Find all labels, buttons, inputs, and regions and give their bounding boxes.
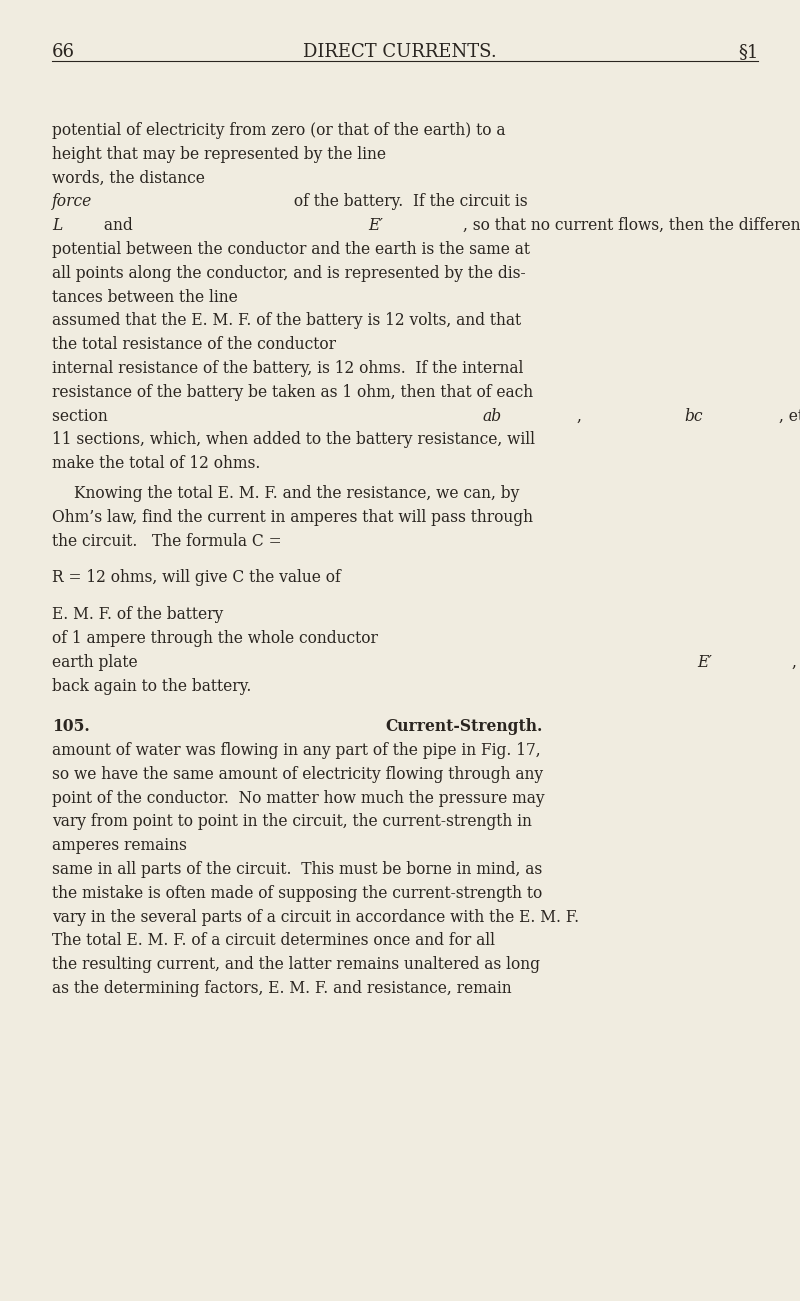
Text: words, the distance: words, the distance	[52, 169, 210, 186]
Text: potential between the conductor and the earth is the same at: potential between the conductor and the …	[52, 241, 530, 258]
Text: amperes remains: amperes remains	[52, 837, 192, 855]
Text: the resulting current, and the latter remains unaltered as long: the resulting current, and the latter re…	[52, 956, 540, 973]
Text: point of the conductor.  No matter how much the pressure may: point of the conductor. No matter how mu…	[52, 790, 545, 807]
Text: E′: E′	[368, 217, 383, 234]
Text: so we have the same amount of electricity flowing through any: so we have the same amount of electricit…	[52, 766, 543, 783]
Text: amount of water was flowing in any part of the pipe in Fig. 17,: amount of water was flowing in any part …	[52, 742, 541, 758]
Text: the mistake is often made of supposing the current-strength to: the mistake is often made of supposing t…	[52, 885, 542, 902]
Text: of 1 ampere through the whole conductor: of 1 ampere through the whole conductor	[52, 630, 382, 647]
Text: of the battery.  If the circuit is: of the battery. If the circuit is	[289, 194, 532, 211]
Text: Ohm’s law, find the current in amperes that will pass through: Ohm’s law, find the current in amperes t…	[52, 509, 533, 526]
Text: bc: bc	[684, 407, 702, 424]
Text: Knowing the total E. M. F. and the resistance, we can, by: Knowing the total E. M. F. and the resis…	[74, 485, 519, 502]
Text: vary from point to point in the circuit, the current-strength in: vary from point to point in the circuit,…	[52, 813, 532, 830]
Text: back again to the battery.: back again to the battery.	[52, 678, 251, 695]
Text: internal resistance of the battery, is 12 ohms.  If the internal: internal resistance of the battery, is 1…	[52, 360, 523, 377]
Text: potential of electricity from zero (or that of the earth) to a: potential of electricity from zero (or t…	[52, 122, 506, 139]
Text: make the total of 12 ohms.: make the total of 12 ohms.	[52, 455, 260, 472]
Text: , etc. of the conductor will be 1 ohm, there being: , etc. of the conductor will be 1 ohm, t…	[779, 407, 800, 424]
Text: , so that no current flows, then the difference of: , so that no current flows, then the dif…	[462, 217, 800, 234]
Text: , and, by means of the earth and the other plate,: , and, by means of the earth and the oth…	[792, 654, 800, 671]
Text: ab: ab	[482, 407, 502, 424]
Text: resistance of the battery be taken as 1 ohm, then that of each: resistance of the battery be taken as 1 …	[52, 384, 533, 401]
Text: Current-Strength.: Current-Strength.	[386, 718, 542, 735]
Text: §1: §1	[738, 43, 758, 61]
Text: E. M. F. of the battery: E. M. F. of the battery	[52, 606, 228, 623]
Text: tances between the line: tances between the line	[52, 289, 242, 306]
Text: The total E. M. F. of a circuit determines once and for all: The total E. M. F. of a circuit determin…	[52, 933, 495, 950]
Text: same in all parts of the circuit.  This must be borne in mind, as: same in all parts of the circuit. This m…	[52, 861, 542, 878]
Text: force: force	[52, 194, 92, 211]
Text: ,: ,	[577, 407, 586, 424]
Text: earth plate: earth plate	[52, 654, 142, 671]
Text: all points along the conductor, and is represented by the dis-: all points along the conductor, and is r…	[52, 265, 526, 282]
Text: 66: 66	[52, 43, 75, 61]
Text: section: section	[52, 407, 113, 424]
Text: vary in the several parts of a circuit in accordance with the E. M. F.: vary in the several parts of a circuit i…	[52, 908, 579, 925]
Text: R = 12 ohms, will give C the value of: R = 12 ohms, will give C the value of	[52, 570, 346, 587]
Text: the circuit.   The formula C =: the circuit. The formula C =	[52, 532, 286, 549]
Text: 105.: 105.	[52, 718, 90, 735]
Text: as the determining factors, E. M. F. and resistance, remain: as the determining factors, E. M. F. and…	[52, 980, 512, 997]
Text: L: L	[52, 217, 62, 234]
Text: and: and	[99, 217, 138, 234]
Text: the total resistance of the conductor: the total resistance of the conductor	[52, 336, 341, 353]
Text: E′: E′	[697, 654, 712, 671]
Text: DIRECT CURRENTS.: DIRECT CURRENTS.	[303, 43, 497, 61]
Text: 11 sections, which, when added to the battery resistance, will: 11 sections, which, when added to the ba…	[52, 432, 535, 449]
Text: height that may be represented by the line: height that may be represented by the li…	[52, 146, 391, 163]
Text: assumed that the E. M. F. of the battery is 12 volts, and that: assumed that the E. M. F. of the battery…	[52, 312, 521, 329]
